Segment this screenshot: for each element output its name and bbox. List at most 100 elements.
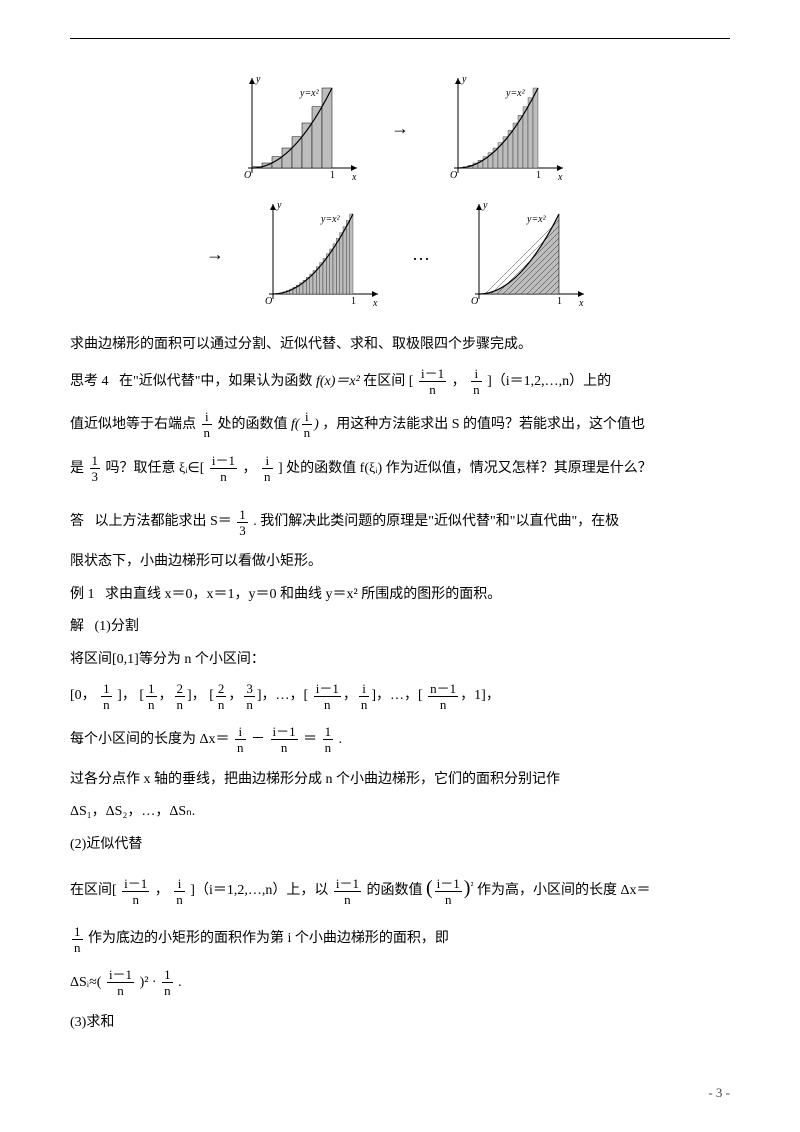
s2-b: ]（i＝1,2,…,n）上，以 bbox=[190, 883, 332, 898]
iv-f3: 2n bbox=[175, 682, 186, 711]
svg-text:1: 1 bbox=[536, 170, 541, 181]
step1-l1: 将区间[0,1]等分为 n 个小区间： bbox=[70, 647, 730, 674]
svg-text:y=x²: y=x² bbox=[320, 214, 341, 225]
ex1-q: 例 1 求由直线 x＝0，x＝1，y＝0 和曲线 y＝x² 所围成的图形的面积。 bbox=[70, 582, 730, 609]
svg-text:O: O bbox=[265, 296, 272, 307]
t4-1b: 在区间 [ bbox=[363, 374, 413, 389]
step1-l4: 过各分点作 x 轴的垂线，把曲边梯形分成 n 个小曲边梯形，它们的面积分别记作 bbox=[70, 767, 730, 794]
think4-line3: 是 13 吗？取任意 ξᵢ∈[ i－1n ， in ] 处的函数值 f(ξᵢ) … bbox=[70, 452, 730, 486]
svg-text:O: O bbox=[450, 170, 457, 181]
svg-text:1: 1 bbox=[330, 170, 335, 181]
iv-f1: 1n bbox=[101, 682, 112, 711]
dx-f2: i－1n bbox=[271, 725, 298, 754]
dx-a: 每个小区间的长度为 Δx＝ bbox=[70, 732, 230, 747]
s2-f4: i－1n bbox=[435, 877, 462, 906]
f-open: f( bbox=[291, 417, 300, 432]
svg-text:y: y bbox=[276, 200, 282, 211]
step1-intervals: [0， 1n ]， [1n，2n]， [2n，3n]，…，[ i－1n，in]，… bbox=[70, 679, 730, 713]
s2-d: 作为高，小区间的长度 Δx＝ bbox=[477, 883, 651, 898]
iv-f6: i－1n bbox=[314, 682, 341, 711]
chart-panel-4: O y x 1 y=x² bbox=[454, 194, 594, 314]
s2-c: 的函数值 bbox=[366, 883, 426, 898]
t4-fx: f(x)＝x² bbox=[316, 374, 360, 389]
ans-1b: . 我们解决此类问题的原理是"近似代替"和"以直代曲"，在极 bbox=[253, 514, 619, 529]
t4-3a: 是 bbox=[70, 461, 84, 476]
iv-c3: ]， bbox=[187, 688, 206, 703]
iv-f7: in bbox=[359, 682, 370, 711]
step2-label: (2)近似代替 bbox=[70, 832, 730, 859]
s2-3b: )² · bbox=[140, 975, 161, 990]
t4-3c: ] 处的函数值 f(ξᵢ) 作为近似值，情况又怎样？其原理是什么？ bbox=[278, 461, 652, 476]
ans-label: 答 bbox=[70, 514, 84, 529]
iv-f8: n－1n bbox=[428, 682, 458, 711]
t4-c2: ， bbox=[243, 461, 257, 476]
s2-3a: ΔSᵢ≈( bbox=[70, 975, 101, 990]
step3-label: (3)求和 bbox=[70, 1010, 730, 1037]
dx-f3: 1n bbox=[323, 725, 334, 754]
s2-f1: i－1n bbox=[122, 877, 149, 906]
iv-c4: ， bbox=[228, 688, 242, 703]
frac-i-1-n: i－1n bbox=[419, 367, 446, 396]
ex1-label: 例 1 bbox=[70, 587, 95, 602]
frac-i-n-2: in bbox=[202, 410, 213, 439]
figure-row-1: O y x 1 y=x² → bbox=[70, 68, 730, 188]
t4-2b: 处的函数值 bbox=[218, 417, 292, 432]
s2-sq: ² bbox=[470, 881, 473, 892]
t4-1c: ]（i＝1,2,…,n）上的 bbox=[487, 374, 611, 389]
frac-i-n: in bbox=[471, 367, 482, 396]
svg-text:x: x bbox=[557, 172, 563, 183]
step2-l1: 在区间[ i－1n ， in ]（i＝1,2,…,n）上，以 i－1n 的函数值… bbox=[70, 864, 730, 912]
s2-dot: . bbox=[178, 975, 182, 990]
s2-lp: ( bbox=[426, 877, 433, 899]
svg-text:x: x bbox=[372, 298, 378, 309]
s2-a: 在区间[ bbox=[70, 883, 117, 898]
chart-panel-3: O y x 1 y=x² bbox=[248, 194, 388, 314]
top-rule bbox=[70, 38, 730, 39]
dx-f1: in bbox=[235, 725, 246, 754]
s2-f7: 1n bbox=[162, 968, 173, 997]
iv-c1: ]， bbox=[117, 688, 136, 703]
t4-2a: 值近似地等于右端点 bbox=[70, 417, 196, 432]
s2-c1: ， bbox=[155, 883, 169, 898]
frac-i-n-3: in bbox=[302, 410, 313, 439]
chart-panel-1: O y x 1 y=x² bbox=[227, 68, 367, 188]
step1-label: (1)分割 bbox=[95, 619, 139, 634]
iv-c2: ， bbox=[159, 688, 173, 703]
figure-caption: 求曲边梯形的面积可以通过分割、近似代替、求和、取极限四个步骤完成。 bbox=[70, 332, 730, 359]
svg-text:y=x²: y=x² bbox=[526, 214, 547, 225]
think4-line1: 思考 4 在"近似代替"中，如果认为函数 f(x)＝x² 在区间 [ i－1n … bbox=[70, 365, 730, 399]
sol-label: 解 bbox=[70, 619, 84, 634]
dx-dot: . bbox=[339, 732, 343, 747]
iv-d2: ]，…，[ bbox=[371, 688, 422, 703]
s2-f2: in bbox=[174, 877, 185, 906]
svg-text:x: x bbox=[351, 172, 357, 183]
t4-2c: ，用这种方法能求出 S 的值吗？若能求出，这个值也 bbox=[322, 417, 645, 432]
s2-f6: i－1n bbox=[107, 968, 134, 997]
svg-text:x: x bbox=[578, 298, 584, 309]
ex1-sol: 解 (1)分割 bbox=[70, 614, 730, 641]
s2-f5: 1n bbox=[72, 925, 83, 954]
frac-1-3-b: 13 bbox=[237, 508, 248, 537]
frac-i-1-n-b: i－1n bbox=[210, 454, 237, 483]
iv-c5: ， bbox=[343, 688, 357, 703]
t4-c1: ， bbox=[452, 374, 466, 389]
step1-dx: 每个小区间的长度为 Δx＝ in － i－1n ＝ 1n . bbox=[70, 723, 730, 757]
page-footer: - 3 - bbox=[708, 1083, 730, 1104]
figure-block: O y x 1 y=x² → bbox=[70, 68, 730, 314]
svg-text:y: y bbox=[482, 200, 488, 211]
frac-1-3: 13 bbox=[90, 454, 101, 483]
frac-i-n-b: in bbox=[262, 454, 273, 483]
dots: … bbox=[412, 240, 430, 269]
svg-text:y: y bbox=[461, 74, 467, 85]
t4-3b: 吗？取任意 ξᵢ∈[ bbox=[106, 461, 205, 476]
iv-f5: 3n bbox=[244, 682, 255, 711]
chart-panel-2: O y x 1 y=x² bbox=[433, 68, 573, 188]
figure-row-2: → O y x 1 y=x² … O bbox=[70, 194, 730, 314]
svg-text:O: O bbox=[471, 296, 478, 307]
iv-f2: 1n bbox=[146, 682, 157, 711]
iv-d1: ，…，[ bbox=[262, 688, 309, 703]
svg-text:1: 1 bbox=[557, 296, 562, 307]
step1-l5: ΔS₁，ΔS₂，…，ΔSₙ. bbox=[70, 799, 730, 826]
step2-l2wrap: 1n 作为底边的小矩形的面积作为第 i 个小曲边梯形的面积，即 bbox=[70, 922, 730, 956]
s2-f3: i－1n bbox=[334, 877, 361, 906]
